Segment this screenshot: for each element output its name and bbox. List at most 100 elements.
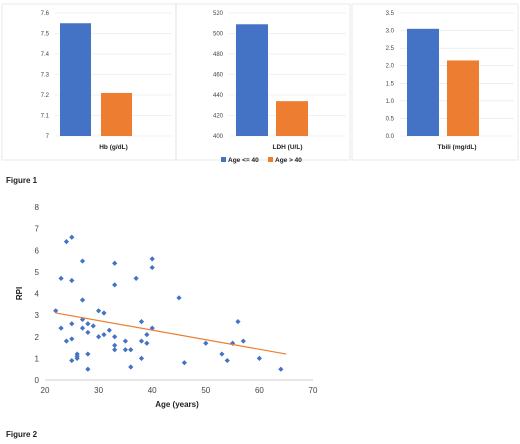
data-point <box>278 366 284 372</box>
data-point <box>176 295 182 301</box>
chart-border <box>175 3 351 161</box>
data-point <box>69 336 75 342</box>
data-point <box>138 355 145 361</box>
y-tick-label: 500 <box>213 32 224 38</box>
bar-chart-1: 7 7.1 7.2 7.3 7.4 7.5 7.6 Hb (g/dL) <box>1 3 177 161</box>
data-point <box>181 360 187 366</box>
bar-age-le-40 <box>236 24 268 136</box>
legend-label: Age > 40 <box>275 157 302 164</box>
y-tick-label: 7.3 <box>41 73 50 79</box>
y-tick-label: 7.2 <box>41 93 50 99</box>
y-tick-label: 0.0 <box>386 134 395 140</box>
y-tick-label: 6 <box>35 246 40 255</box>
data-point <box>133 275 139 281</box>
data-point <box>79 258 86 264</box>
x-axis-label: LDH (U/L) <box>273 144 303 151</box>
x-tick-label: 30 <box>94 386 103 395</box>
y-tick-label: 3 <box>35 311 40 320</box>
chart-border <box>351 3 519 161</box>
bar-chart-2: 400 420 440 460 480 500 520 LDH (U/L) <box>175 3 351 161</box>
data-point <box>112 347 118 353</box>
data-point <box>79 297 86 303</box>
legend-label: Age <= 40 <box>228 157 259 164</box>
data-point <box>128 347 134 353</box>
data-point <box>106 327 112 333</box>
y-tick-label: 520 <box>213 11 224 17</box>
data-point <box>122 338 128 344</box>
y-tick-label: 460 <box>213 73 224 79</box>
y-tick-label: 2.5 <box>386 46 395 52</box>
data-point <box>144 331 150 338</box>
data-point <box>240 338 246 344</box>
y-tick-label: 5 <box>35 268 40 277</box>
bar-age-gt-40 <box>447 60 479 136</box>
data-point <box>69 357 75 364</box>
data-point <box>79 325 86 331</box>
x-tick-label: 20 <box>41 386 50 395</box>
data-point <box>53 308 59 314</box>
data-point <box>122 347 128 353</box>
y-tick-label: 400 <box>213 134 224 140</box>
y-tick-label: 7 <box>46 134 50 140</box>
y-tick-label: 480 <box>213 52 224 58</box>
y-tick-label: 420 <box>213 114 224 120</box>
x-axis-label: Age (years) <box>155 400 199 409</box>
legend-swatch <box>221 157 226 162</box>
y-tick-label: 440 <box>213 93 224 99</box>
y-tick-label: 0.5 <box>386 116 395 122</box>
data-point <box>85 329 91 336</box>
y-tick-label: 1.5 <box>386 81 395 87</box>
bar-age-gt-40 <box>276 101 308 136</box>
y-tick-label: 1 <box>35 354 40 363</box>
bar-age-le-40 <box>60 23 91 136</box>
data-point <box>63 239 70 245</box>
figure1-caption: Figure 1 <box>6 176 38 185</box>
y-tick-label: 4 <box>35 290 40 299</box>
data-point <box>58 325 64 331</box>
y-tick-label: 2 <box>35 333 40 342</box>
data-point <box>149 256 155 262</box>
bar-age-gt-40 <box>101 92 132 136</box>
data-point <box>69 277 75 284</box>
data-point <box>149 325 155 331</box>
data-point <box>96 334 102 340</box>
x-tick-label: 40 <box>148 386 157 395</box>
x-tick-label: 60 <box>255 386 264 395</box>
data-point <box>230 340 236 346</box>
data-point <box>85 351 91 357</box>
data-point <box>96 308 102 314</box>
data-point <box>90 323 96 329</box>
data-point <box>112 334 118 340</box>
trend-line <box>55 312 287 355</box>
x-axis-label: Hb (g/dL) <box>99 144 128 151</box>
data-point <box>74 353 80 359</box>
y-tick-label: 7.4 <box>41 52 50 58</box>
data-point <box>224 357 230 364</box>
data-point <box>85 321 91 327</box>
y-tick-label: 3.5 <box>386 11 395 17</box>
data-point <box>112 342 118 348</box>
data-point <box>112 260 118 266</box>
data-point <box>256 355 262 361</box>
x-tick-label: 50 <box>201 386 210 395</box>
data-point <box>112 282 118 288</box>
data-point <box>101 310 107 316</box>
y-tick-label: 0 <box>35 376 40 385</box>
x-axis-label: Tbili (mg/dL) <box>438 144 477 151</box>
data-point <box>101 331 107 338</box>
y-tick-label: 7 <box>35 225 40 234</box>
y-tick-label: 7.1 <box>41 114 50 120</box>
data-point <box>69 234 75 240</box>
legend-swatch <box>268 157 273 162</box>
data-point <box>58 275 64 281</box>
data-point <box>63 338 70 344</box>
y-tick-label: 3.0 <box>386 29 395 35</box>
y-tick-label: 1.0 <box>386 99 395 105</box>
bar-chart-3: 0.0 0.5 1.0 1.5 2.0 2.5 3.0 3.5 Tbili (mg/dL) <box>351 3 519 161</box>
scatter-chart: 0 1 2 3 4 5 6 7 8 20 30 40 50 60 70 Age (years) RPI <box>15 203 318 409</box>
y-tick-label: 8 <box>35 203 40 212</box>
data-point <box>138 338 145 344</box>
data-point <box>128 364 134 370</box>
data-point <box>144 340 150 346</box>
